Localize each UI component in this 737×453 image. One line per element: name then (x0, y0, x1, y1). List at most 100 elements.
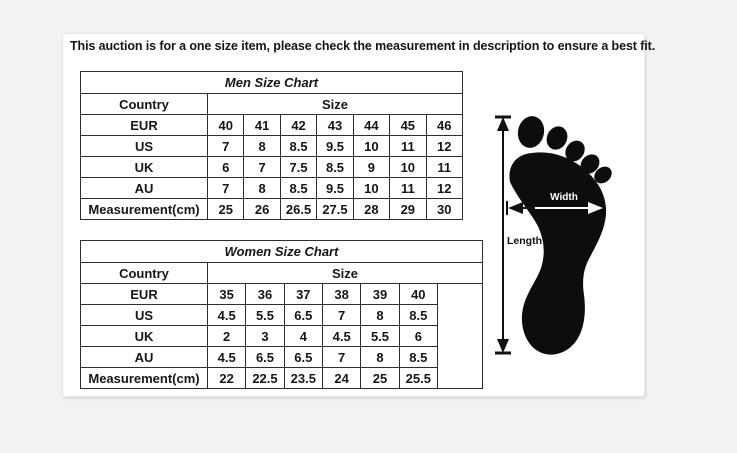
size-cell: 25.5 (398, 367, 438, 389)
row-label: Measurement(cm) (80, 198, 208, 220)
size-cell: 28 (352, 198, 391, 220)
table-row: Measurement(cm) 25 26 26.5 27.5 28 29 30 (80, 198, 464, 220)
size-cell: 25 (206, 198, 245, 220)
size-cell: 12 (425, 177, 464, 199)
foot-measurement-diagram: Length Width (495, 115, 612, 355)
size-cell: 11 (389, 135, 427, 157)
size-cell: 26.5 (279, 198, 318, 220)
row-label: UK (80, 156, 208, 178)
size-cell: 41 (243, 114, 281, 136)
size-cell: 22.5 (245, 367, 285, 389)
size-cell: 22 (206, 367, 247, 389)
size-cell: 8 (360, 304, 400, 326)
men-size-table: Men Size Chart Country Size EUR 40 41 42 43 4… (80, 71, 464, 220)
size-cell: 9 (352, 156, 391, 178)
size-cell: 4.5 (206, 346, 247, 368)
table-row: EUR 40 41 42 43 44 45 46 (80, 114, 464, 136)
size-cell: 8 (243, 177, 281, 199)
empty-tail-cell (436, 283, 484, 389)
size-cell: 4 (283, 325, 323, 347)
size-cell: 39 (360, 283, 400, 305)
size-cell: 7 (321, 346, 362, 368)
size-cell: 37 (283, 283, 323, 305)
size-cell: 24 (321, 367, 362, 389)
size-cell: 10 (389, 156, 427, 178)
size-cell: 5.5 (245, 304, 285, 326)
size-cell: 7 (243, 156, 281, 178)
size-cell: 8 (243, 135, 281, 157)
table-title-row: Men Size Chart (80, 71, 463, 94)
length-arrow-icon (495, 115, 511, 355)
row-label: AU (80, 346, 208, 368)
size-cell: 6 (398, 325, 438, 347)
size-cell: 5.5 (360, 325, 400, 347)
row-label: US (80, 304, 208, 326)
table-row: US 4.5 5.5 6.5 7 8 8.5 (80, 304, 483, 326)
size-cell: 30 (425, 198, 464, 220)
size-column-header: Size (207, 93, 463, 115)
size-cell: 8.5 (398, 346, 438, 368)
size-cell: 7.5 (279, 156, 318, 178)
size-cell: 10 (352, 135, 391, 157)
size-cell: 40 (398, 283, 438, 305)
width-arrow-icon (506, 201, 603, 215)
table-row: AU 4.5 6.5 6.5 7 8 8.5 (80, 346, 483, 368)
row-label: EUR (80, 114, 208, 136)
size-cell: 4.5 (321, 325, 362, 347)
row-label: US (80, 135, 208, 157)
size-cell: 35 (206, 283, 247, 305)
size-cell: 6.5 (245, 346, 285, 368)
country-column-header: Country (80, 93, 208, 115)
table-row: UK 2 3 4 4.5 5.5 6 (80, 325, 483, 347)
table-row: Measurement(cm) 22 22.5 23.5 24 25 25.5 (80, 367, 483, 389)
size-cell: 8.5 (279, 177, 318, 199)
size-cell: 9.5 (316, 177, 354, 199)
row-label: EUR (80, 283, 208, 305)
size-cell: 8.5 (398, 304, 438, 326)
table-title-row: Women Size Chart (80, 240, 483, 263)
size-cell: 26 (243, 198, 281, 220)
women-size-table: Women Size Chart Country Size EUR 35 36 37 3… (80, 240, 484, 389)
table-header-row: Country Size (80, 93, 463, 115)
men-chart-title: Men Size Chart (80, 71, 463, 94)
table-row: UK 6 7 7.5 8.5 9 10 11 (80, 156, 464, 178)
women-chart-title: Women Size Chart (80, 240, 483, 263)
size-cell: 8 (360, 346, 400, 368)
size-cell: 6.5 (283, 304, 323, 326)
table-row: EUR 35 36 37 38 39 40 (80, 283, 484, 389)
footprint-icon (509, 116, 612, 355)
size-cell: 46 (425, 114, 464, 136)
width-label: Width (550, 192, 578, 203)
size-cell: 12 (425, 135, 464, 157)
auction-notice: This auction is for a one size item, ple… (70, 39, 656, 53)
size-cell: 3 (245, 325, 285, 347)
size-cell: 11 (389, 177, 427, 199)
size-column-header: Size (207, 262, 483, 284)
size-cell: 36 (245, 283, 285, 305)
length-label: Length (507, 235, 542, 247)
size-cell: 4.5 (206, 304, 247, 326)
size-cell: 6.5 (283, 346, 323, 368)
size-cell: 2 (206, 325, 247, 347)
size-cell: 9.5 (316, 135, 354, 157)
size-cell: 7 (206, 177, 245, 199)
size-cell: 11 (425, 156, 464, 178)
size-cell: 29 (389, 198, 427, 220)
size-cell: 45 (389, 114, 427, 136)
country-column-header: Country (80, 262, 208, 284)
row-label: UK (80, 325, 208, 347)
size-cell: 42 (279, 114, 318, 136)
size-cell: 25 (360, 367, 400, 389)
size-cell: 27.5 (316, 198, 354, 220)
size-cell: 40 (206, 114, 245, 136)
row-label: Measurement(cm) (80, 367, 208, 389)
size-cell: 8.5 (279, 135, 318, 157)
size-cell: 44 (352, 114, 391, 136)
size-cell: 8.5 (316, 156, 354, 178)
size-cell: 7 (321, 304, 362, 326)
size-cell: 43 (316, 114, 354, 136)
size-cell: 23.5 (283, 367, 323, 389)
table-header-row: Country Size (80, 262, 483, 284)
table-row: AU 7 8 8.5 9.5 10 11 12 (80, 177, 464, 199)
size-cell: 7 (206, 135, 245, 157)
